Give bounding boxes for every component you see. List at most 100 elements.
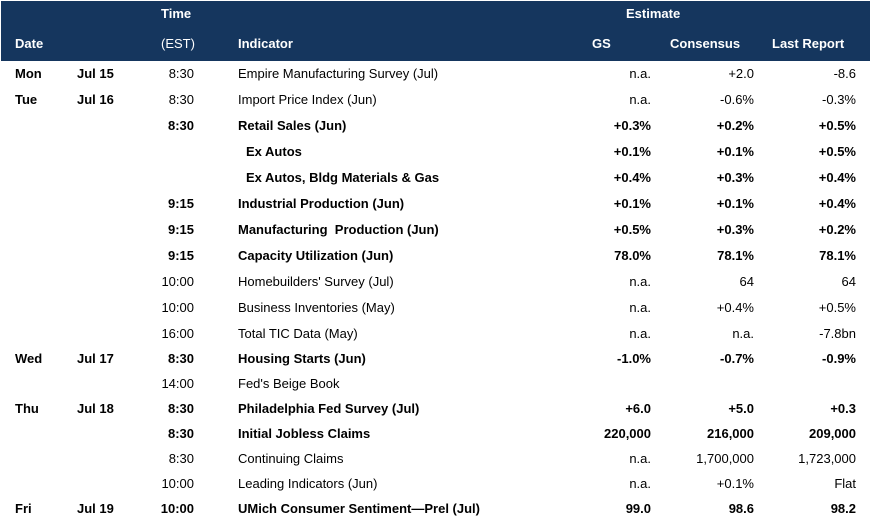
date-cell: Jul 19 [77,501,114,516]
consensus-cell: +0.3% [716,222,754,237]
table-row: 9:15 Capacity Utilization (Jun) 78.0% 78… [0,246,871,266]
table-row: 9:15 Industrial Production (Jun) +0.1% +… [0,194,871,214]
table-row: 16:00 Total TIC Data (May) n.a. n.a. -7.… [0,324,871,344]
consensus-cell: 64 [739,274,754,289]
last-report-cell: 209,000 [809,426,856,441]
time-cell: 10:00 [160,501,194,516]
table-row: 10:00 Leading Indicators (Jun) n.a. +0.1… [0,474,871,494]
time-cell: 8:30 [167,118,194,133]
gs-estimate-cell: +0.1% [613,144,651,159]
gs-estimate-cell: n.a. [629,476,651,491]
indicator-cell: Ex Autos, Bldg Materials & Gas [246,170,440,185]
consensus-cell: +0.3% [716,170,754,185]
consensus-cell: +2.0 [728,66,754,81]
last-report-cell: -0.3% [822,92,856,107]
gs-estimate-cell: n.a. [629,92,651,107]
indicator-cell: Ex Autos [246,144,302,159]
last-report-cell: +0.4% [818,170,856,185]
header-time-zone: (EST) [161,36,195,51]
gs-estimate-cell: n.a. [629,274,651,289]
day-cell: Thu [15,401,39,416]
indicator-cell: Empire Manufacturing Survey (Jul) [238,66,439,81]
last-report-cell: -7.8bn [819,326,856,341]
gs-estimate-cell: 99.0 [625,501,651,516]
consensus-cell: +0.1% [716,144,754,159]
consensus-cell: +0.1% [716,476,754,491]
gs-estimate-cell: +0.5% [613,222,651,237]
gs-estimate-cell: +0.3% [613,118,651,133]
time-cell: 14:00 [161,376,194,391]
gs-estimate-cell: n.a. [629,326,651,341]
header-last-report: Last Report [772,36,845,51]
indicator-cell: Industrial Production (Jun) [238,196,405,211]
day-cell: Wed [15,351,43,366]
last-report-cell: Flat [834,476,856,491]
table-row: 8:30 Initial Jobless Claims 220,000 216,… [0,424,871,444]
header-consensus: Consensus [670,36,741,51]
last-report-cell: 64 [841,274,856,289]
consensus-cell: 98.6 [728,501,754,516]
indicator-cell: Business Inventories (May) [238,300,395,315]
consensus-cell: n.a. [732,326,754,341]
date-cell: Jul 18 [77,401,114,416]
gs-estimate-cell: n.a. [629,451,651,466]
table-row: 8:30 Continuing Claims n.a. 1,700,000 1,… [0,449,871,469]
table-row: 10:00 Homebuilders' Survey (Jul) n.a. 64… [0,272,871,292]
consensus-cell: -0.7% [720,351,754,366]
time-cell: 8:30 [167,426,194,441]
table-row: Thu Jul 18 8:30 Philadelphia Fed Survey … [0,399,871,419]
last-report-cell: +0.5% [818,300,856,315]
gs-estimate-cell: +0.4% [613,170,651,185]
time-cell: 8:30 [168,451,194,466]
time-cell: 10:00 [161,476,194,491]
consensus-cell: +0.1% [716,196,754,211]
last-report-cell: +0.5% [818,118,856,133]
indicator-cell: Continuing Claims [238,451,344,466]
day-cell: Mon [15,66,42,81]
header-time: Time [161,6,192,21]
gs-estimate-cell: -1.0% [617,351,651,366]
table-row: Fri Jul 19 10:00 UMich Consumer Sentimen… [0,499,871,519]
indicator-cell: Retail Sales (Jun) [238,118,347,133]
time-cell: 9:15 [167,196,194,211]
gs-estimate-cell: n.a. [629,300,651,315]
header-date: Date [15,36,44,51]
table-row: 8:30 Retail Sales (Jun) +0.3% +0.2% +0.5… [0,116,871,136]
indicator-cell: Fed's Beige Book [238,376,340,391]
gs-estimate-cell: n.a. [629,66,651,81]
header-gs: GS [592,36,611,51]
consensus-cell: +5.0 [728,401,754,416]
table-header: Time Estimate Date (EST) Indicator GS Co… [1,1,870,61]
last-report-cell: 98.2 [830,501,856,516]
day-cell: Tue [15,92,38,107]
time-cell: 8:30 [167,351,194,366]
last-report-cell: +0.3 [830,401,856,416]
time-cell: 8:30 [168,92,194,107]
table-row: Tue Jul 16 8:30 Import Price Index (Jun)… [0,90,871,110]
table-row: 9:15 Manufacturing Production (Jun) +0.5… [0,220,871,240]
consensus-cell: +0.2% [716,118,754,133]
time-cell: 8:30 [167,401,194,416]
time-cell: 10:00 [161,274,194,289]
date-cell: Jul 15 [77,66,114,81]
indicator-cell: Housing Starts (Jun) [238,351,366,366]
day-cell: Fri [15,501,32,516]
gs-estimate-cell: 78.0% [614,248,651,263]
indicator-cell: Import Price Index (Jun) [238,92,377,107]
last-report-cell: 78.1% [819,248,856,263]
time-cell: 16:00 [161,326,194,341]
time-cell: 9:15 [167,248,194,263]
last-report-cell: +0.4% [818,196,856,211]
header-estimate: Estimate [626,6,681,21]
table-row: Wed Jul 17 8:30 Housing Starts (Jun) -1.… [0,349,871,369]
gs-estimate-cell: 220,000 [604,426,651,441]
last-report-cell: 1,723,000 [798,451,856,466]
time-cell: 9:15 [167,222,194,237]
table-row: 14:00 Fed's Beige Book [0,374,871,394]
indicator-cell: Philadelphia Fed Survey (Jul) [238,401,420,416]
consensus-cell: 78.1% [717,248,754,263]
date-cell: Jul 16 [77,92,114,107]
indicator-cell: Leading Indicators (Jun) [238,476,378,491]
indicator-cell: Capacity Utilization (Jun) [238,248,394,263]
indicator-cell: Manufacturing Production (Jun) [238,222,439,237]
